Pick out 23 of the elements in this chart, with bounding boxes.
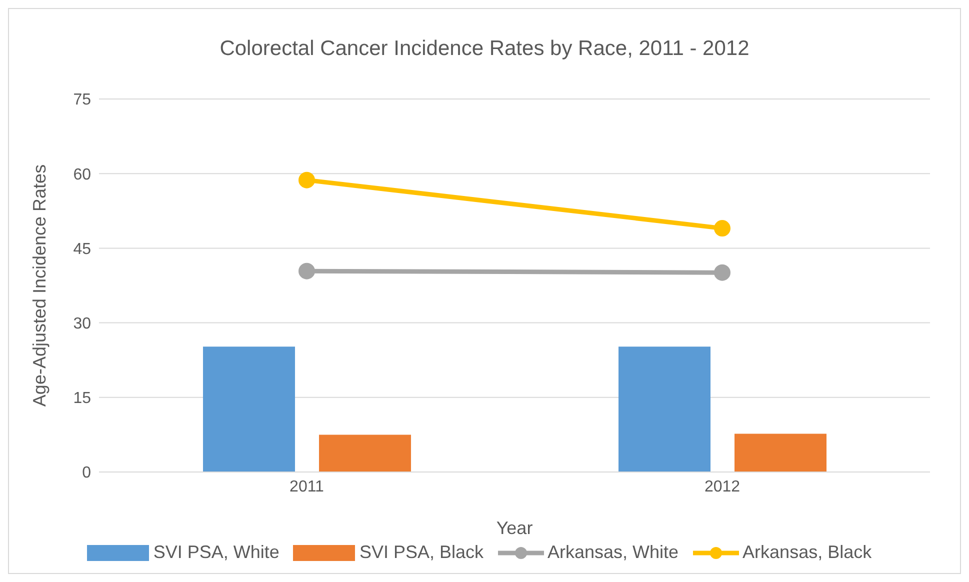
bar: [618, 346, 710, 472]
y-axis-title: Age-Adjusted Incidence Rates: [29, 164, 50, 407]
x-tick-label: 2011: [290, 478, 324, 496]
bar: [734, 434, 826, 472]
bar: [203, 346, 295, 472]
y-tick-label: 30: [73, 315, 92, 332]
y-tick-label: 15: [73, 390, 92, 408]
point: [298, 262, 315, 280]
legend-label: Arkansas, Black: [742, 542, 872, 563]
y-tick-label: 0: [82, 464, 92, 482]
legend-label: SVI PSA, Black: [358, 542, 484, 563]
legend-label: SVI PSA, White: [152, 542, 280, 563]
x-axis-title: Year: [496, 518, 533, 538]
y-tick-label: 45: [73, 240, 92, 258]
legend-label: Arkansas, White: [546, 542, 679, 563]
chart-title: Colorectal Cancer Incidence Rates by Race, 2011 - 2012: [218, 37, 750, 61]
point: [298, 172, 315, 188]
y-tick-label: 60: [73, 166, 92, 184]
bar: [319, 434, 411, 472]
y-tick-label: 75: [73, 92, 92, 109]
point: [714, 220, 730, 237]
point: [714, 264, 730, 281]
x-tick-label: 2012: [704, 478, 740, 496]
